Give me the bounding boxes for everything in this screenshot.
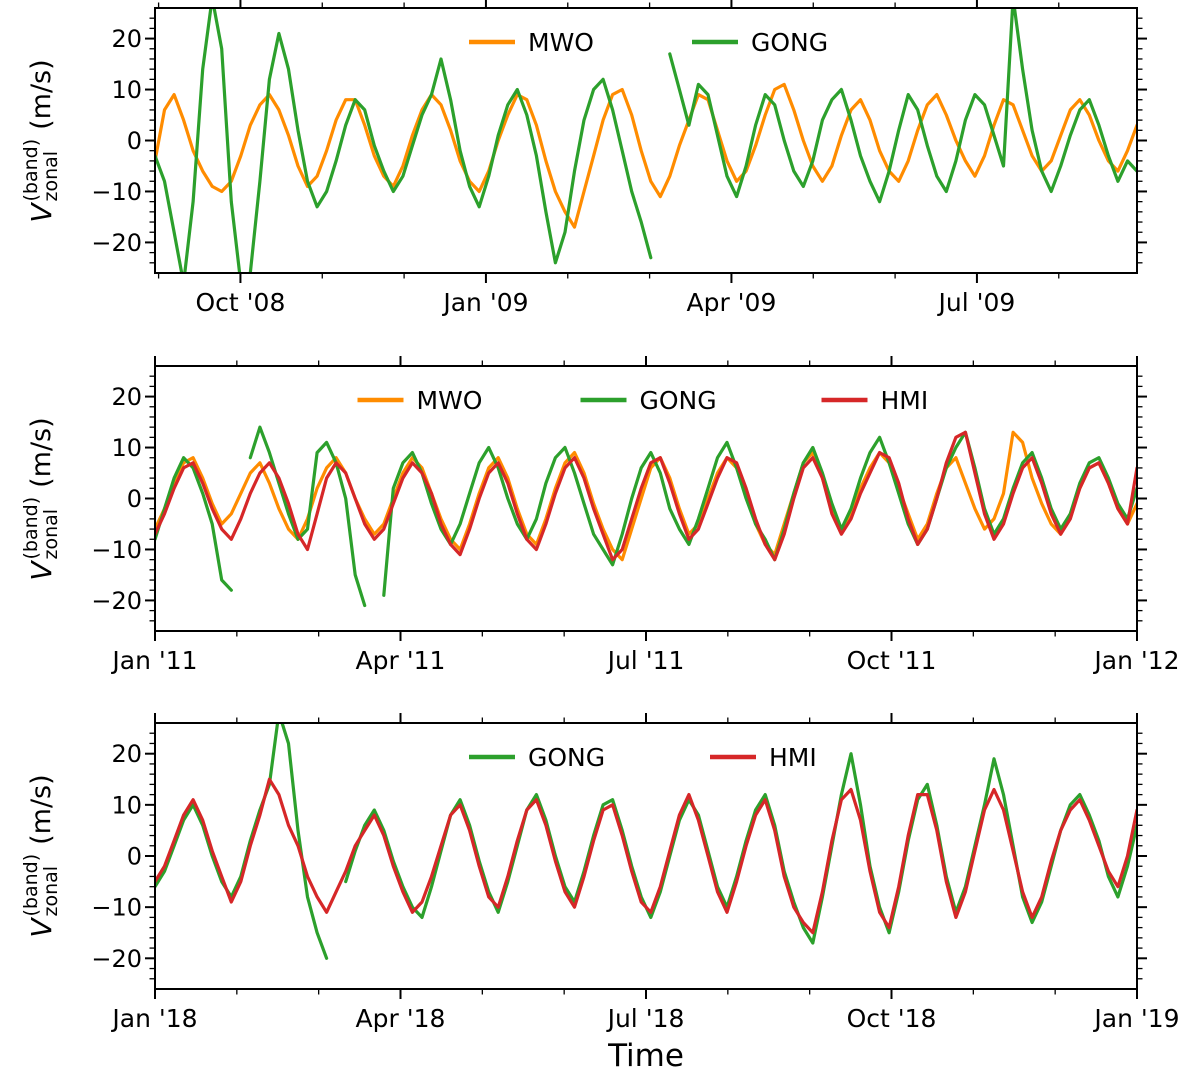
panel-3-y-tick-label: 10 xyxy=(111,791,142,819)
panel-3-x-tick-label: Apr '18 xyxy=(356,1004,446,1033)
panel-3: Jan '18 Apr '18 Jul '18 Oct '18 Jan '19 −20 −1… xyxy=(91,713,1180,1033)
y-label-scripts: (band) zonal xyxy=(20,853,62,917)
panel-2-y-tick-label: 20 xyxy=(111,383,142,411)
panel-3-series-hmi-line xyxy=(155,777,1137,935)
panel-1-x-tick-label: Jul '09 xyxy=(937,288,1016,317)
panel-2-series-hmi-line xyxy=(155,430,1137,562)
panel1-y-axis-label: V (band) zonal (m/s) xyxy=(20,59,62,223)
panel-3-x-tick-label: Jul '18 xyxy=(606,1004,685,1033)
panel-1: Oct '08 Jan '09 Apr '09 Jul '09 −20 −10 0 10 20 M… xyxy=(91,0,1147,317)
panel-1-series-gong-line xyxy=(155,8,1137,273)
y-label-units: (m/s) xyxy=(26,774,58,845)
y-label-superscript: (band) xyxy=(20,496,43,560)
panel-1-x-tick-label: Apr '09 xyxy=(686,288,776,317)
x-axis-label: Time xyxy=(608,1038,684,1074)
panel-1-y-tick-label: −20 xyxy=(91,229,142,257)
panel-2-y-tick-label: 0 xyxy=(127,485,142,513)
panel-1-legend-label-gong: GONG xyxy=(751,28,828,57)
y-label-scripts: (band) zonal xyxy=(20,138,62,202)
y-label-subscript: zonal xyxy=(40,508,62,560)
panel-2-x-tick-label: Apr '11 xyxy=(356,646,446,675)
panel-1-legend-label-mwo: MWO xyxy=(528,28,594,57)
panel-2-legend-label-gong: GONG xyxy=(640,386,717,415)
panel-2-x-tick-label: Oct '11 xyxy=(847,646,937,675)
panel-1-y-tick-label: 0 xyxy=(127,127,142,155)
panel-3-legend-label-gong: GONG xyxy=(528,743,605,772)
panel-2-series-mwo-line xyxy=(155,430,1137,562)
panel-3-legend-label-hmi: HMI xyxy=(769,743,817,772)
panel-2-y-tick-label: −20 xyxy=(91,587,142,615)
panel-1-x-tick-label: Jan '09 xyxy=(441,288,528,317)
panel-3-x-tick-label: Jan '18 xyxy=(110,1004,197,1033)
panel-3-series-gong-line xyxy=(155,723,1137,960)
panel-2-y-tick-label: 10 xyxy=(111,434,142,462)
panel-2-legend-label-hmi: HMI xyxy=(881,386,929,415)
y-label-superscript: (band) xyxy=(20,853,43,917)
y-label-scripts: (band) zonal xyxy=(20,496,62,560)
panel-2-y-tick-label: −10 xyxy=(91,536,142,564)
panel-2: Jan '11 Apr '11 Jul '11 Oct '11 Jan '12 −20 −1… xyxy=(91,356,1180,675)
panel-1-y-tick-label: −10 xyxy=(91,178,142,206)
panel-2-x-tick-label: Jan '12 xyxy=(1092,646,1179,675)
panel-1-y-tick-label: 20 xyxy=(111,25,142,53)
panel-2-x-tick-label: Jul '11 xyxy=(606,646,685,675)
panel-1-y-tick-label: 10 xyxy=(111,76,142,104)
panel-1-x-tick-label: Oct '08 xyxy=(196,288,286,317)
y-label-units: (m/s) xyxy=(26,417,58,488)
panel-2-series-gong-line xyxy=(155,425,1137,608)
panel-3-y-tick-label: 20 xyxy=(111,740,142,768)
y-label-subscript: zonal xyxy=(40,865,62,917)
panel2-y-axis-label: V (band) zonal (m/s) xyxy=(20,417,62,581)
panel-3-y-tick-label: 0 xyxy=(127,843,142,871)
y-label-variable: V xyxy=(25,203,58,223)
panel-2-legend-label-mwo: MWO xyxy=(417,386,483,415)
panel-3-x-tick-label: Oct '18 xyxy=(847,1004,937,1033)
y-label-subscript: zonal xyxy=(40,150,62,202)
y-label-units: (m/s) xyxy=(26,59,58,130)
panel-1-series-mwo-line xyxy=(155,82,1137,229)
panel-3-x-tick-label: Jan '19 xyxy=(1092,1004,1179,1033)
y-label-superscript: (band) xyxy=(20,138,43,202)
panel3-y-axis-label: V (band) zonal (m/s) xyxy=(20,774,62,938)
panel-3-y-tick-label: −10 xyxy=(91,894,142,922)
panel-2-x-tick-label: Jan '11 xyxy=(110,646,197,675)
panel-3-y-tick-label: −20 xyxy=(91,945,142,973)
y-label-variable: V xyxy=(25,918,58,938)
y-label-variable: V xyxy=(25,561,58,581)
